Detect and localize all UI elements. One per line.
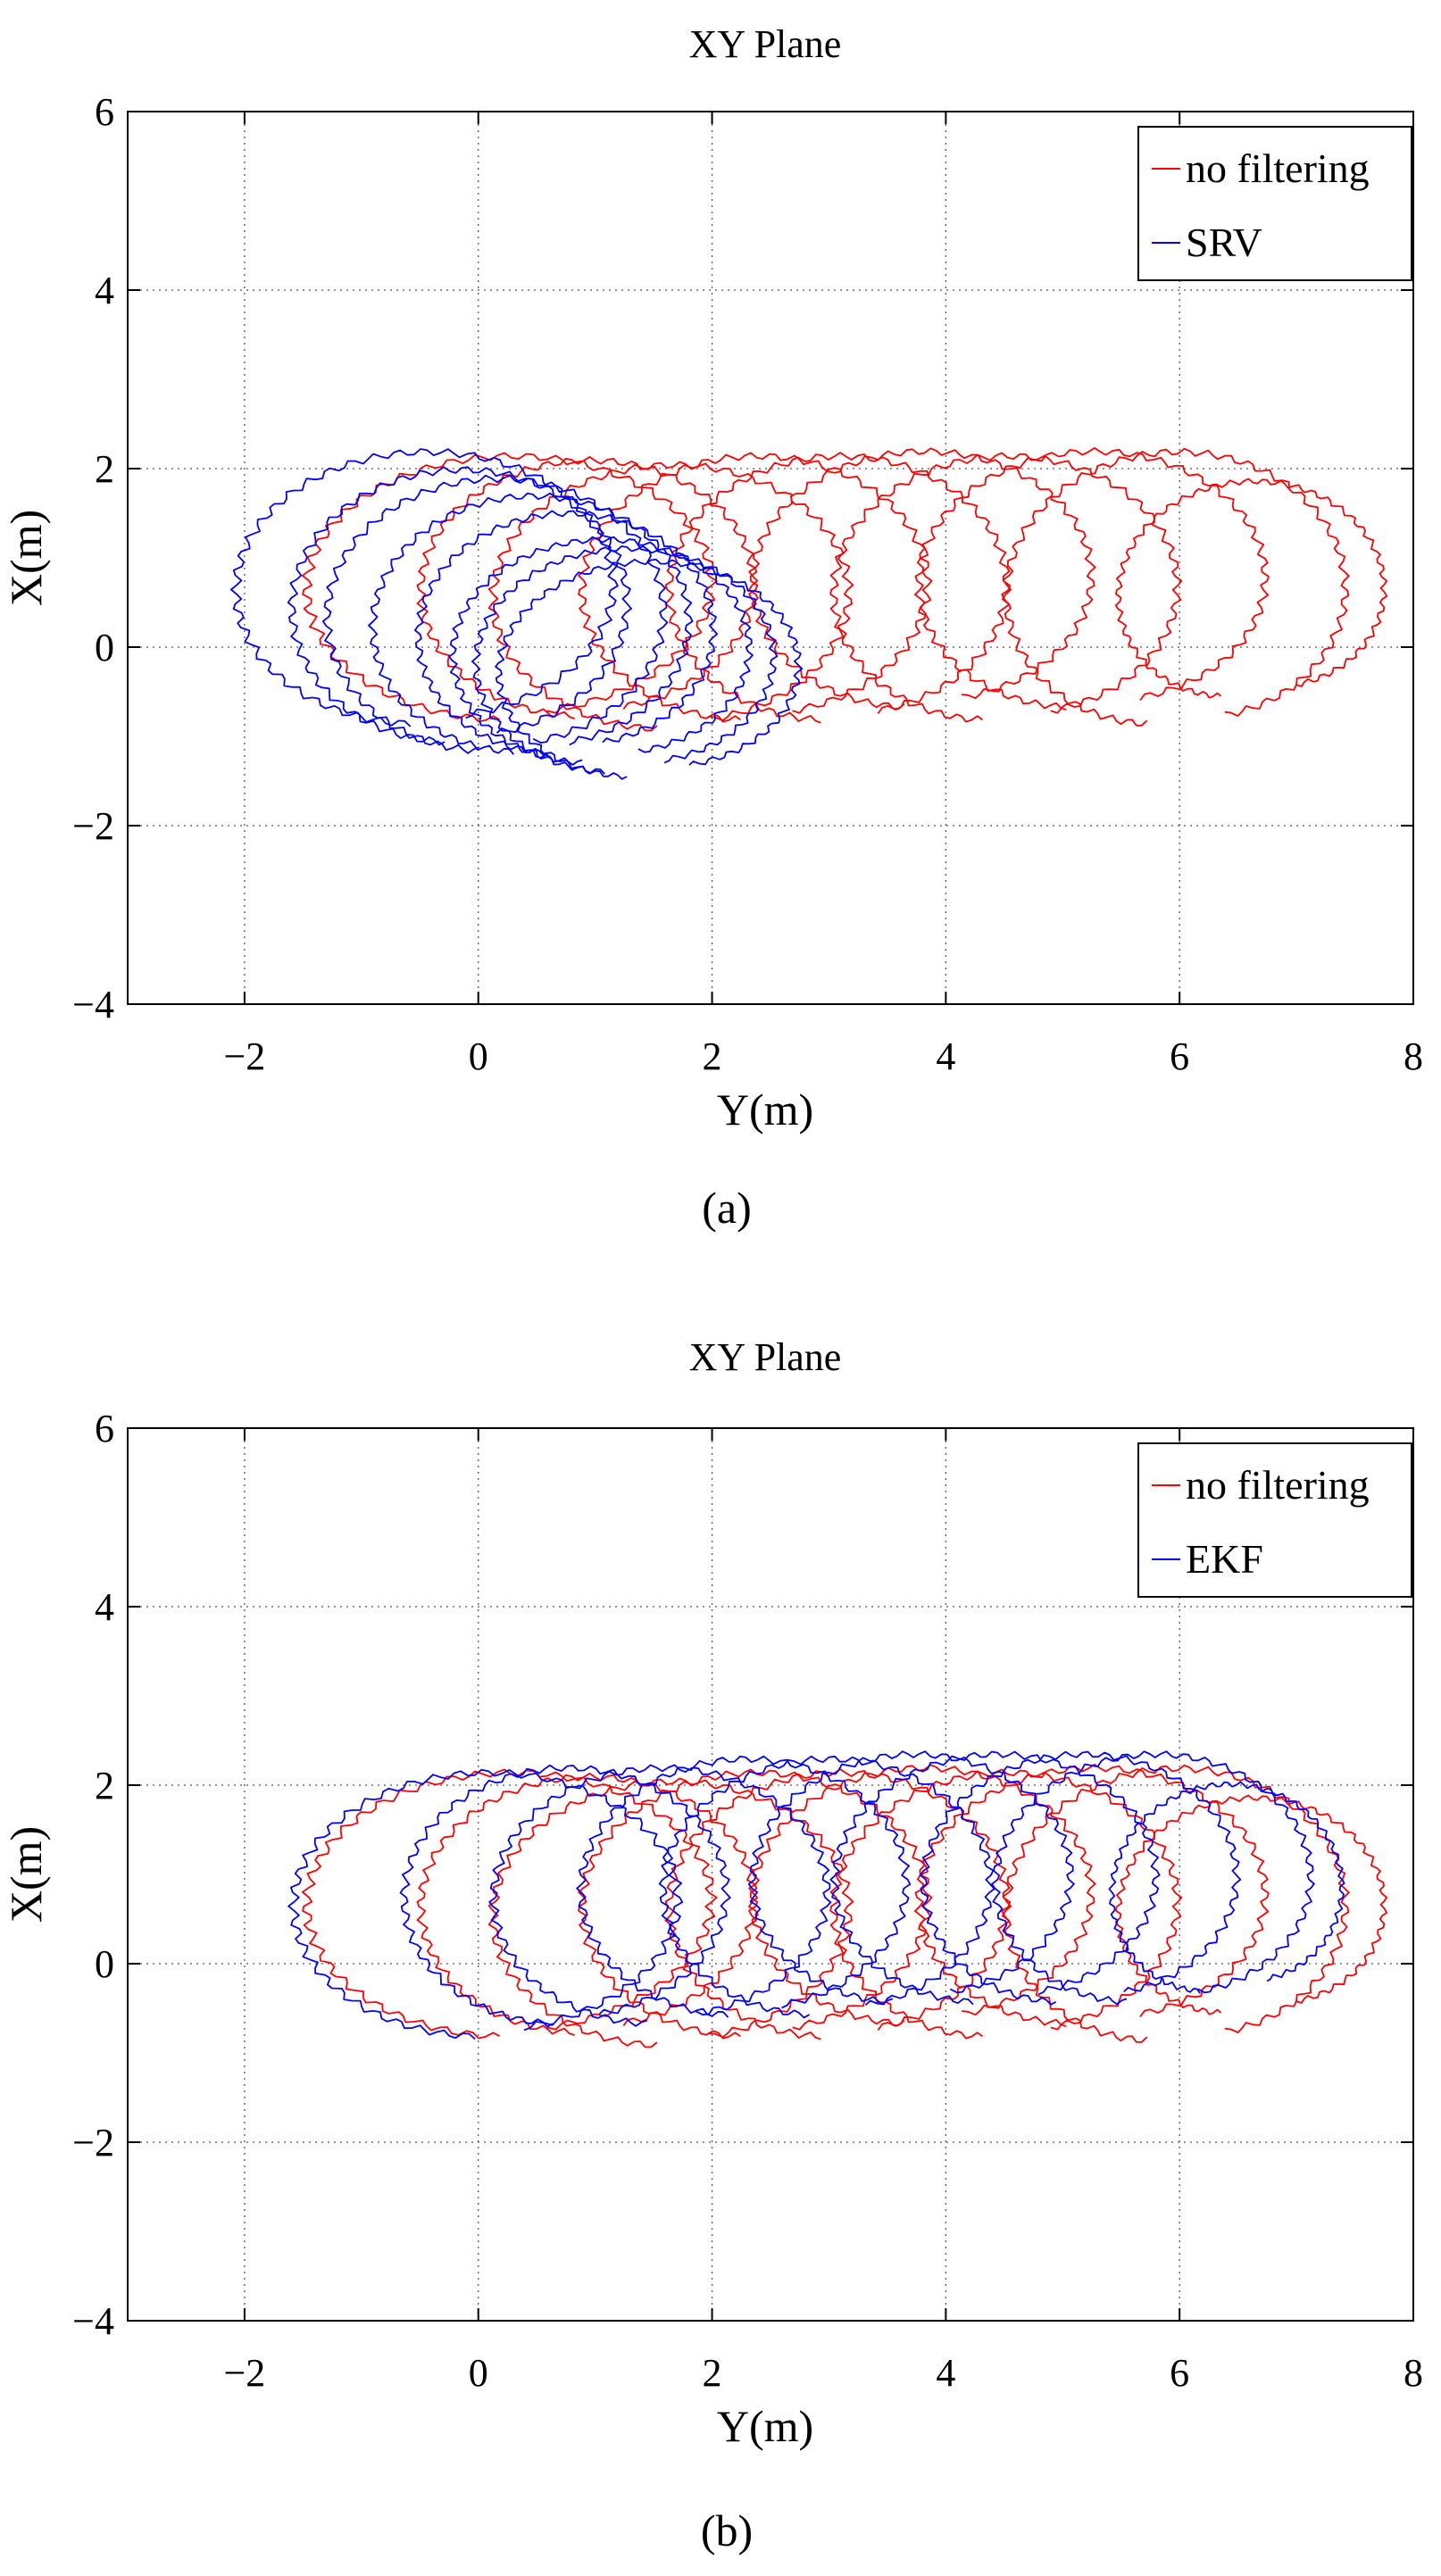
x-tick-label: 6 — [1170, 2351, 1189, 2395]
trajectory-loop — [287, 1768, 684, 2040]
y-tick-label: 0 — [95, 626, 114, 669]
trajectory-loop — [1114, 478, 1388, 699]
legend-label-srv: SRV — [1186, 220, 1262, 265]
x-axis-label: Y(m) — [717, 1084, 813, 1134]
legend-label-no-filtering: no filtering — [1186, 1462, 1370, 1508]
panel-label: (b) — [701, 2505, 753, 2555]
panel-a: XY Plane −2 0 2 4 6 8 −4 −2 0 2 4 6 Y(m)… — [1, 22, 1423, 1233]
y-tick-label: −2 — [72, 804, 114, 848]
trajectory-loop — [748, 447, 1096, 710]
trajectory-loop — [301, 1768, 718, 2040]
legend-label-ekf: EKF — [1186, 1536, 1263, 1582]
legend-box — [1137, 126, 1412, 281]
trajectory-loop — [1002, 447, 1350, 727]
trajectory-loop — [487, 461, 854, 732]
x-tick-label: 6 — [1170, 1035, 1189, 1078]
trajectory-loop — [664, 452, 1012, 724]
x-tick-label: 4 — [936, 2351, 955, 2395]
x-axis-label: Y(m) — [717, 2401, 813, 2451]
y-tick-label: 4 — [95, 1585, 114, 1629]
trajectory-loop — [287, 466, 632, 746]
y-tick-label: −4 — [72, 2299, 114, 2343]
trajectory-loop — [576, 1755, 912, 2018]
trajectory-loop — [991, 1750, 1315, 2006]
trajectory-loop — [495, 558, 804, 780]
panel-label: (a) — [702, 1183, 752, 1233]
chart-title: XY Plane — [689, 1335, 842, 1379]
series-ekf — [287, 1750, 1345, 2040]
chart-title: XY Plane — [689, 22, 842, 66]
y-tick-label: 6 — [95, 90, 114, 134]
x-tick-label: 2 — [703, 1035, 722, 1078]
trajectory-loop — [1108, 1781, 1345, 1994]
trajectory-loop — [321, 474, 669, 754]
trajectory-loop — [368, 492, 694, 755]
y-tick-label: −4 — [72, 983, 114, 1026]
trajectory-loop — [920, 1750, 1242, 2006]
x-tick-label: 8 — [1404, 1035, 1423, 1078]
y-tick-label: 6 — [95, 1407, 114, 1450]
trajectory-loop — [747, 1750, 1075, 2006]
trajectory-loop — [416, 1773, 759, 2037]
trajectory-loop — [399, 1764, 731, 2028]
trajectory-loop — [471, 545, 779, 775]
legend: no filtering SRV — [1137, 126, 1412, 281]
x-tick-label: 4 — [936, 1035, 955, 1078]
trajectory-loop — [578, 1768, 933, 2040]
legend: no filtering EKF — [1137, 1442, 1412, 1598]
trajectory-loop — [829, 452, 1183, 723]
trajectory-loop — [487, 1777, 854, 2048]
series-srv — [230, 448, 804, 780]
y-tick-label: 0 — [95, 1942, 114, 1986]
y-tick-label: 2 — [95, 447, 114, 491]
y-tick-label: 2 — [95, 1764, 114, 1807]
y-axis-label: X(m) — [1, 1826, 51, 1923]
trajectory-loop — [414, 510, 719, 757]
trajectory-loop — [448, 536, 754, 766]
y-axis-label: X(m) — [1, 510, 51, 606]
trajectory-loop — [488, 1764, 832, 2027]
y-tick-label: 4 — [95, 269, 114, 312]
trajectory-loop — [748, 1764, 1096, 2026]
y-tick-label: −2 — [72, 2121, 114, 2165]
plot-frame — [127, 1427, 1414, 2322]
legend-label-no-filtering: no filtering — [1186, 145, 1370, 191]
trajectory-loop — [230, 448, 619, 727]
x-tick-label: −2 — [223, 1035, 265, 1078]
panel-b: XY Plane −2 0 2 4 6 8 −4 −2 0 2 4 6 Y(m)… — [1, 1335, 1423, 2555]
plot-frame — [127, 111, 1414, 1005]
trajectory-loop — [1114, 1794, 1388, 2015]
x-tick-label: 0 — [469, 2351, 488, 2395]
x-tick-label: −2 — [223, 2351, 265, 2395]
series-no-filtering — [301, 1764, 1388, 2048]
trajectory-loop — [578, 452, 933, 723]
trajectory-loop — [829, 1750, 1161, 2006]
series-no-filtering — [301, 447, 1388, 732]
x-tick-label: 2 — [703, 2351, 722, 2395]
trajectory-loop — [664, 1768, 1012, 2040]
x-tick-label: 8 — [1404, 2351, 1423, 2395]
trajectory-loop — [914, 447, 1270, 711]
trajectory-loop — [658, 1755, 995, 2019]
x-tick-label: 0 — [469, 1035, 488, 1078]
trajectory-loop — [1002, 1764, 1350, 2043]
trajectory-loop — [301, 452, 718, 723]
legend-box — [1137, 1442, 1412, 1598]
